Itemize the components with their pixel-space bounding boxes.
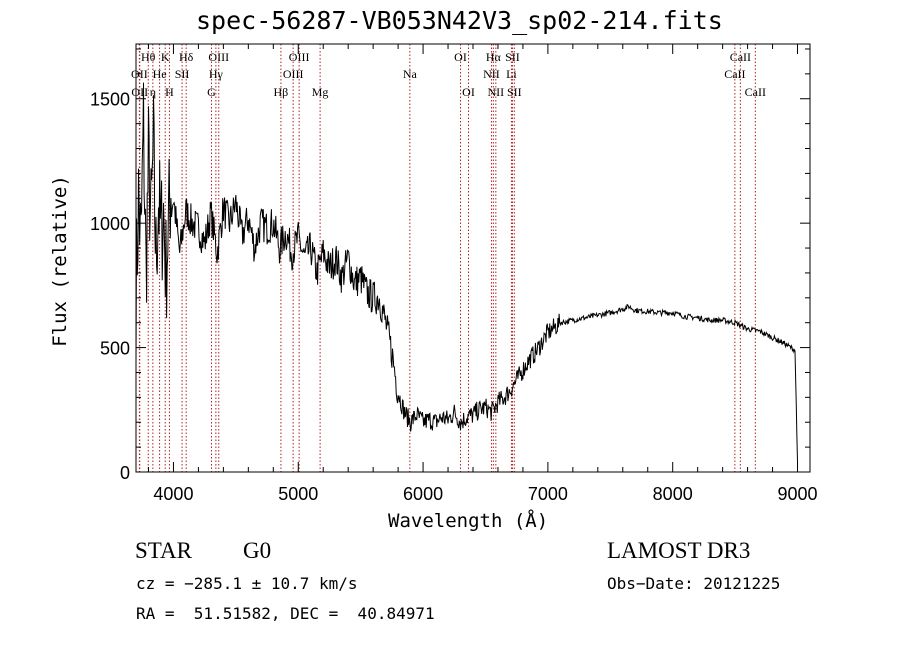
survey-name: LAMOST DR3 bbox=[607, 538, 751, 563]
marker-label: OIII bbox=[289, 50, 310, 64]
marker-label: η bbox=[150, 85, 156, 99]
x-tick-label: 5000 bbox=[278, 484, 318, 504]
x-tick-label: 7000 bbox=[528, 484, 568, 504]
marker-label: Hβ bbox=[274, 85, 289, 99]
y-tick-label: 500 bbox=[100, 339, 130, 359]
x-axis-ticks: 4000 5000 6000 7000 8000 9000 bbox=[147, 44, 818, 504]
coordinates-readout: RA = 51.51582, DEC = 40.84971 bbox=[136, 604, 435, 623]
object-subclass: G0 bbox=[243, 538, 272, 563]
y-axis-label: Flux (relative) bbox=[49, 175, 71, 347]
marker-label: SII bbox=[505, 50, 520, 64]
x-axis-label: Wavelength (Å) bbox=[388, 510, 549, 532]
y-tick-label: 1500 bbox=[90, 90, 130, 110]
marker-label: OI bbox=[454, 50, 467, 64]
marker-label: Hγ bbox=[209, 67, 224, 81]
x-tick-label: 8000 bbox=[653, 484, 693, 504]
marker-label: CaII bbox=[724, 67, 745, 81]
line-markers bbox=[138, 44, 756, 472]
y-axis-ticks: 0 500 1000 1500 bbox=[90, 48, 810, 483]
marker-label: He bbox=[153, 67, 167, 81]
redshift-readout: cz = −285.1 ± 10.7 km/s bbox=[136, 574, 358, 593]
marker-label: OIII bbox=[208, 50, 229, 64]
marker-label: Li bbox=[506, 67, 517, 81]
marker-label: Hδ bbox=[179, 50, 194, 64]
x-tick-label: 4000 bbox=[153, 484, 193, 504]
marker-label: Hα bbox=[486, 50, 502, 64]
x-tick-label: 9000 bbox=[777, 484, 817, 504]
chart-title: spec-56287-VB053N42V3_sp02-214.fits bbox=[196, 6, 723, 35]
plot-frame bbox=[135, 43, 811, 473]
marker-label: G bbox=[207, 85, 216, 99]
marker-label: H bbox=[165, 85, 174, 99]
marker-label: OII bbox=[131, 85, 148, 99]
y-tick-label: 1000 bbox=[90, 214, 130, 234]
marker-label: Hθ bbox=[141, 50, 156, 64]
marker-label: SII bbox=[507, 85, 522, 99]
x-tick-label: 6000 bbox=[403, 484, 443, 504]
object-class: STAR bbox=[135, 538, 192, 563]
marker-label: OIII bbox=[283, 67, 304, 81]
marker-label: CaII bbox=[730, 50, 751, 64]
marker-label: NII bbox=[488, 85, 505, 99]
marker-label: OI bbox=[462, 85, 475, 99]
marker-label: CaII bbox=[745, 85, 766, 99]
marker-label: SII bbox=[175, 67, 190, 81]
marker-label: NII bbox=[483, 67, 500, 81]
marker-label: K bbox=[161, 50, 170, 64]
y-tick-label: 0 bbox=[120, 463, 130, 483]
marker-label: Mg bbox=[312, 85, 329, 99]
spectrum-series-line bbox=[135, 82, 798, 463]
marker-label: Na bbox=[403, 67, 418, 81]
obs-date: Obs−Date: 20121225 bbox=[607, 574, 781, 593]
